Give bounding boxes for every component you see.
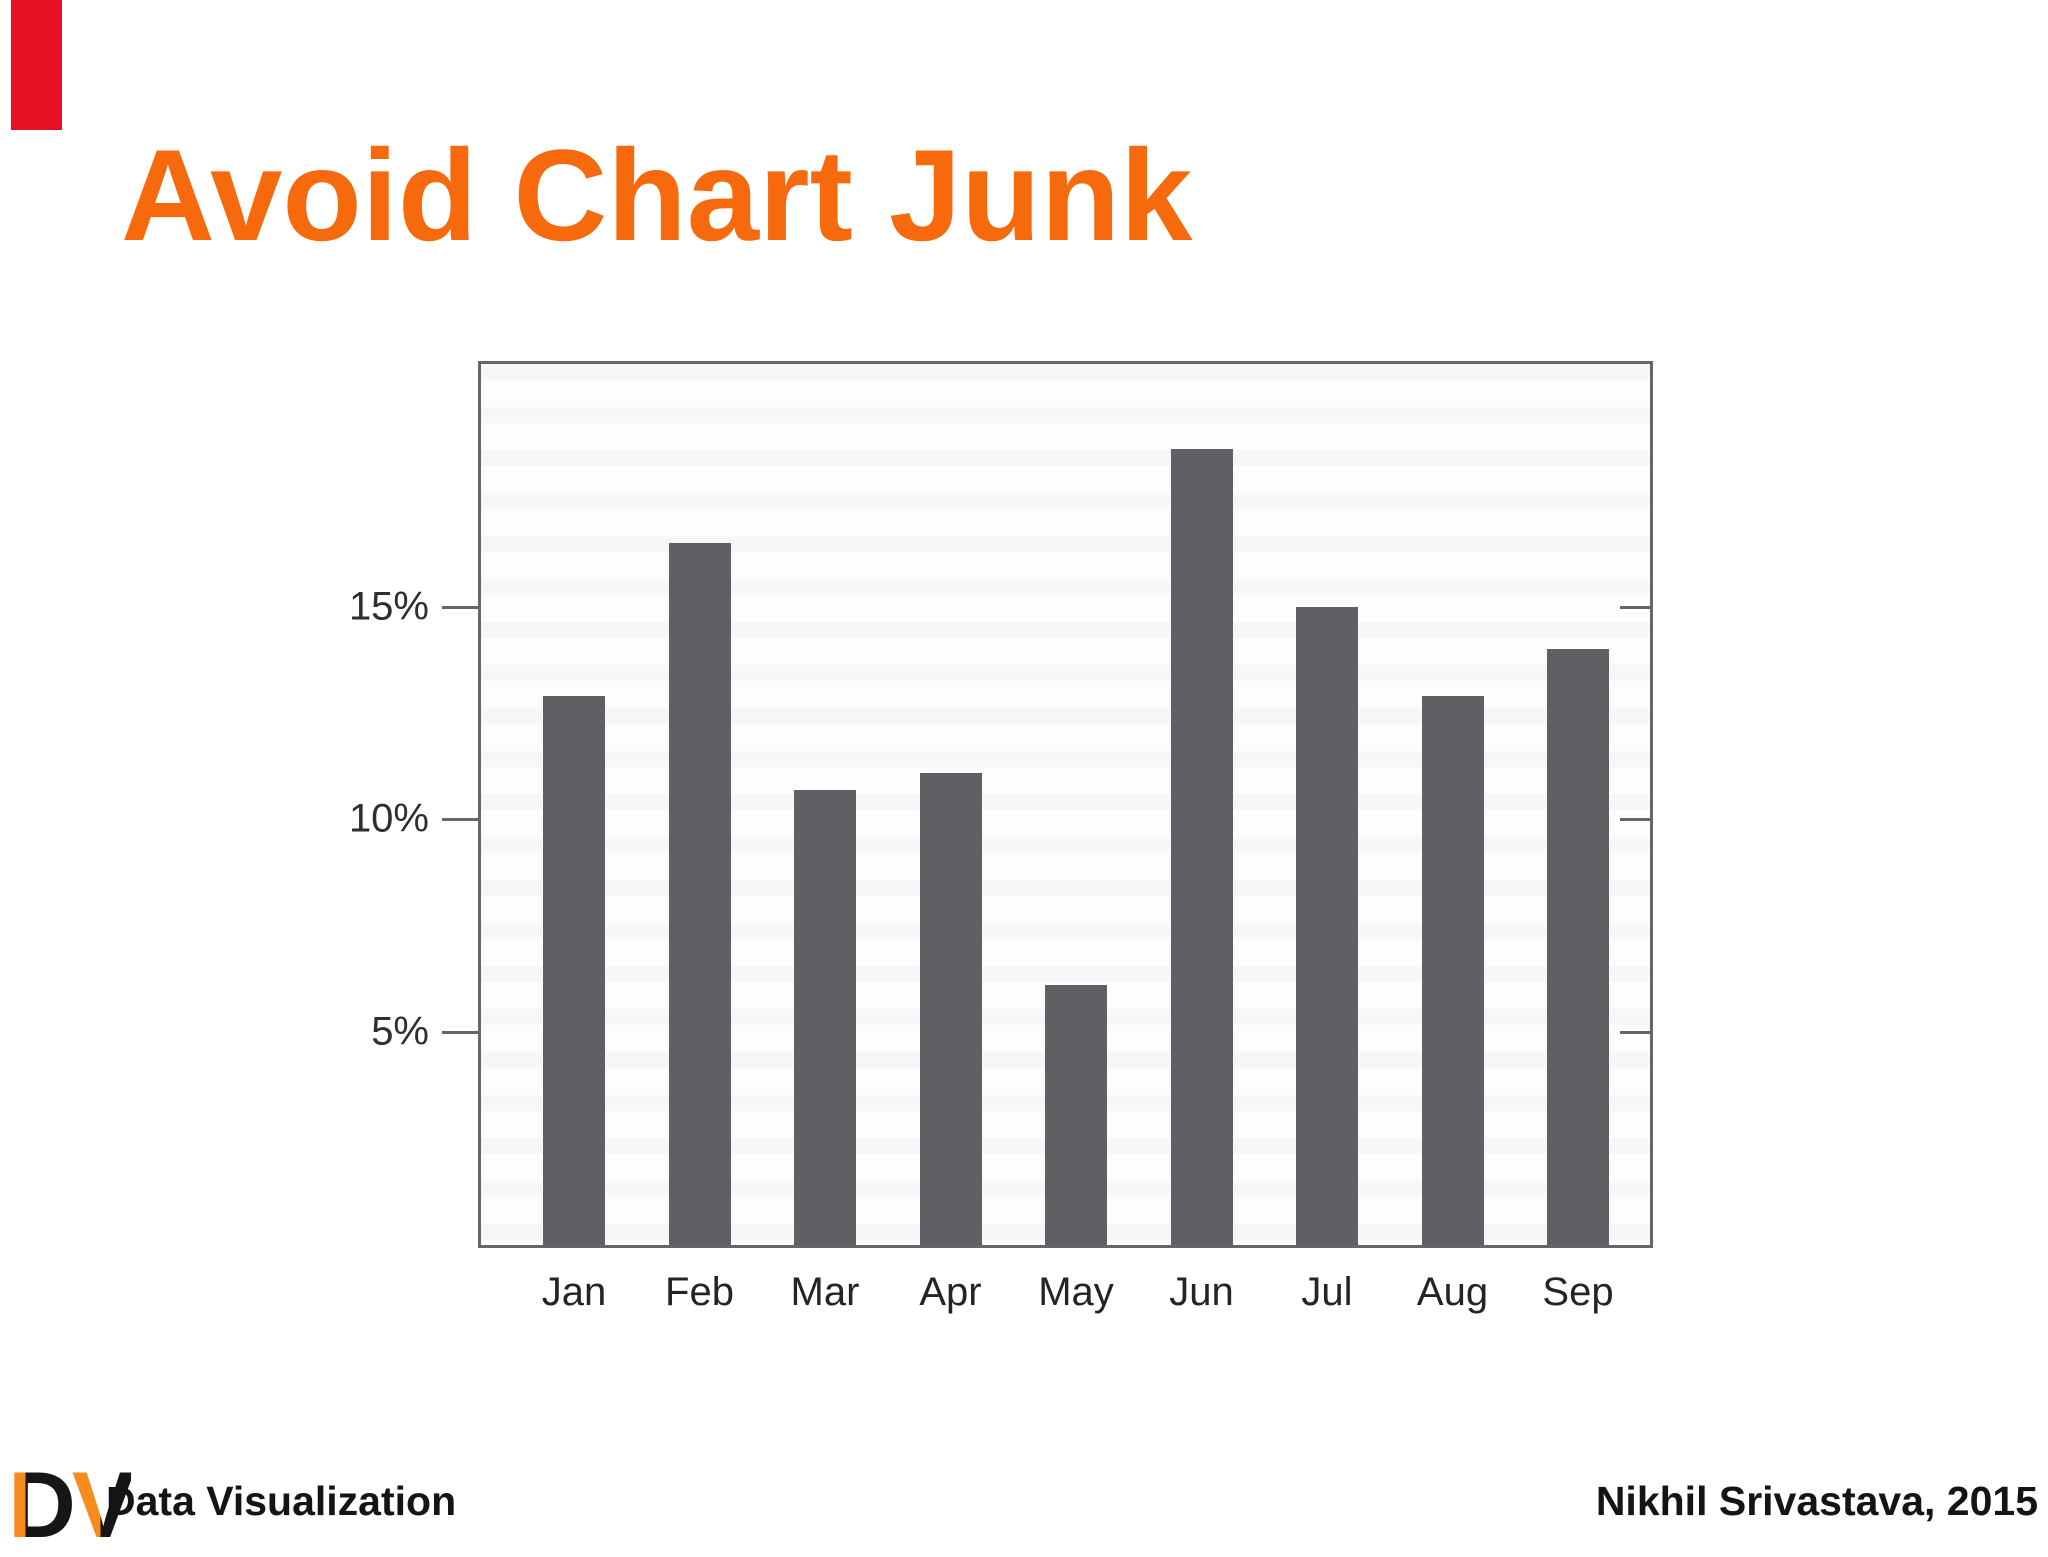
y-tick-right-10 [1620,818,1650,822]
bar-sep [1547,649,1609,1245]
y-tick-label-15: 15% [348,584,429,629]
y-tick-label-10: 10% [348,796,429,841]
x-label-aug: Aug [1416,1270,1489,1314]
bar-jun [1170,449,1233,1245]
bar-feb [668,543,731,1245]
x-label-sep: Sep [1542,1270,1614,1314]
bar-may [1045,985,1107,1245]
bar-apr [919,773,982,1245]
slide-title: Avoid Chart Junk [121,122,1193,268]
bar-mar [794,790,856,1245]
y-tick-left-10 [442,818,478,822]
x-label-jun: Jun [1169,1270,1234,1314]
x-label-feb: Feb [665,1270,734,1314]
x-label-jan: Jan [541,1270,607,1314]
y-tick-left-15 [442,605,478,609]
bar-chart: 5% 10% 15% Jan Feb Mar Apr May Jun Jul Aug Sep [349,361,1653,1314]
bar-jul [1296,607,1358,1245]
y-tick-right-15 [1620,605,1650,609]
x-label-apr: Apr [919,1270,982,1314]
bar-aug [1421,696,1484,1245]
y-tick-right-5 [1620,1031,1650,1035]
x-label-jul: Jul [1301,1270,1353,1314]
y-tick-label-5: 5% [371,1009,429,1054]
bar-jan [543,696,605,1245]
footer-course-title: Data Visualization [106,1478,457,1524]
x-label-mar: Mar [790,1270,860,1314]
y-tick-left-5 [442,1031,478,1035]
footer-author: Nikhil Srivastava, 2015 [1595,1478,2038,1524]
red-corner-marker [11,0,62,130]
dv-logo-letter-d: D [8,1452,76,1557]
x-label-may: May [1038,1270,1114,1314]
